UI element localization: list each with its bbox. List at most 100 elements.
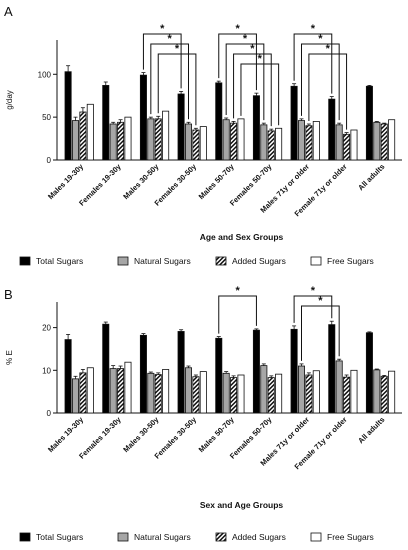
legend-label-natural-sugars: Natural Sugars [134, 532, 191, 542]
bar-added-sugars-males-30-50y [155, 375, 161, 413]
bar-natural-sugars-males-71y-or-older [298, 366, 304, 413]
bar-added-sugars-females-30-50y [193, 377, 199, 413]
bar-natural-sugars-all-adults [374, 122, 380, 160]
bar-total-sugars-males-50-70y [216, 338, 222, 413]
significance-star: * [318, 295, 323, 307]
bar-free-sugars-females-50-70y [276, 128, 282, 160]
bar-added-sugars-males-19-30y [80, 112, 86, 160]
legend: Total Sugars Natural Sugars Added Sugars Fr… [20, 532, 374, 542]
x-tick-label-males-30-50y: Males 30-50y [121, 161, 161, 201]
legend-label-free-sugars: Free Sugars [327, 532, 374, 542]
bar-free-sugars-males-30-50y [163, 111, 169, 160]
y-tick-label: 20 [42, 324, 51, 333]
x-tick-label-all-adults: All adults [356, 415, 386, 445]
bar-free-sugars-females-50-70y [276, 374, 282, 413]
bar-total-sugars-females-30-50y [178, 331, 184, 413]
bar-total-sugars-females-19-30y [103, 324, 109, 413]
bar-natural-sugars-males-19-30y [72, 379, 78, 413]
bar-natural-sugars-males-19-30y [72, 121, 78, 160]
panel-label: A [4, 4, 13, 19]
bar-total-sugars-females-19-30y [103, 85, 109, 160]
significance-bracket: * [234, 43, 272, 126]
bar-natural-sugars-females-50-70y [261, 125, 267, 160]
bar-added-sugars-males-50-70y [230, 378, 236, 413]
significance-bracket: * [294, 285, 332, 323]
bar-free-sugars-females-19-30y [125, 362, 131, 413]
legend-swatch-total-sugars [20, 257, 30, 265]
significance-bracket: * [219, 285, 257, 334]
bar-natural-sugars-males-50-70y [223, 373, 229, 413]
legend-swatch-natural-sugars [118, 257, 128, 265]
legend-swatch-added-sugars [216, 257, 226, 265]
bar-added-sugars-females-19-30y [117, 122, 123, 160]
bar-free-sugars-females-30-50y [200, 372, 206, 413]
bar-natural-sugars-female-71y-or-older [336, 125, 342, 160]
legend-swatch-total-sugars [20, 533, 30, 541]
bar-total-sugars-females-50-70y [253, 96, 259, 160]
legend-swatch-natural-sugars [118, 533, 128, 541]
significance-star: * [318, 33, 323, 45]
bar-natural-sugars-males-30-50y [148, 373, 154, 413]
bar-natural-sugars-all-adults [374, 370, 380, 413]
bar-natural-sugars-females-30-50y [185, 124, 191, 160]
y-tick-label: 50 [42, 113, 51, 122]
bar-added-sugars-all-adults [381, 124, 387, 160]
y-tick-label: 100 [38, 70, 52, 79]
bar-total-sugars-males-71y-or-older [291, 86, 297, 160]
bar-added-sugars-females-50-70y [268, 378, 274, 413]
bar-added-sugars-males-30-50y [155, 119, 161, 160]
significance-star: * [160, 23, 165, 35]
legend-label-added-sugars: Added Sugars [232, 532, 286, 542]
significance-star: * [258, 53, 263, 65]
bar-natural-sugars-females-50-70y [261, 366, 267, 413]
bar-free-sugars-males-50-70y [238, 375, 244, 413]
bar-free-sugars-all-adults [389, 120, 395, 160]
bar-total-sugars-female-71y-or-older [329, 99, 335, 160]
bar-added-sugars-females-19-30y [117, 369, 123, 413]
bar-added-sugars-males-71y-or-older [306, 126, 312, 160]
significance-star: * [235, 285, 240, 297]
bar-natural-sugars-females-19-30y [110, 369, 116, 413]
significance-line [309, 54, 347, 130]
x-tick-label-males-50-70y: Males 50-70y [197, 161, 237, 201]
x-axis-title: Sex and Age Groups [200, 500, 284, 510]
bar-free-sugars-females-30-50y [200, 127, 206, 160]
y-tick-label: 0 [47, 409, 52, 418]
y-axis-title: % E [5, 350, 14, 365]
bar-natural-sugars-female-71y-or-older [336, 361, 342, 413]
bar-added-sugars-female-71y-or-older [343, 377, 349, 413]
bar-total-sugars-males-19-30y [65, 72, 71, 160]
legend-label-free-sugars: Free Sugars [327, 256, 374, 266]
y-axis-title: g/day [5, 90, 14, 110]
x-tick-label-all-adults: All adults [356, 162, 386, 192]
significance-star: * [311, 23, 316, 35]
bar-free-sugars-females-19-30y [125, 117, 131, 160]
bar-total-sugars-all-adults [366, 333, 372, 413]
bar-total-sugars-all-adults [366, 86, 372, 160]
bar-natural-sugars-males-71y-or-older [298, 121, 304, 160]
x-tick-label-males-19-30y: Males 19-30y [46, 414, 86, 454]
bar-total-sugars-females-50-70y [253, 330, 259, 413]
significance-line [234, 54, 272, 126]
x-tick-label-males-30-50y: Males 30-50y [121, 414, 161, 454]
significance-star: * [311, 285, 316, 297]
significance-bracket: * [309, 43, 347, 130]
bar-added-sugars-females-30-50y [193, 130, 199, 160]
significance-bracket: * [294, 23, 332, 94]
bar-total-sugars-males-71y-or-older [291, 329, 297, 413]
x-axis-title: Age and Sex Groups [200, 232, 284, 242]
bar-total-sugars-males-50-70y [216, 83, 222, 160]
y-tick-label: 10 [42, 366, 51, 375]
x-tick-label-males-19-30y: Males 19-30y [46, 161, 86, 201]
bar-added-sugars-females-50-70y [268, 131, 274, 160]
x-tick-label-males-50-70y: Males 50-70y [197, 414, 237, 454]
significance-line [219, 296, 257, 334]
legend-label-total-sugars: Total Sugars [36, 532, 83, 542]
legend-swatch-free-sugars [311, 257, 321, 265]
legend-swatch-free-sugars [311, 533, 321, 541]
legend-label-added-sugars: Added Sugars [232, 256, 286, 266]
bar-natural-sugars-males-30-50y [148, 119, 154, 160]
